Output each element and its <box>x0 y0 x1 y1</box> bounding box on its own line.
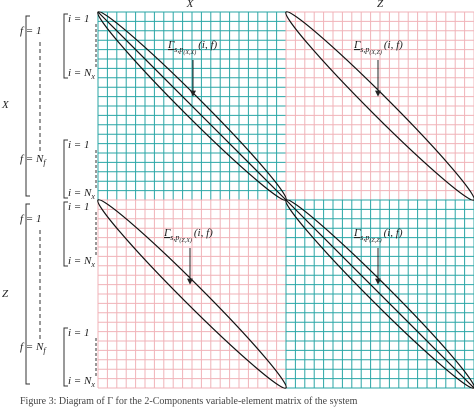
label-main: i = N <box>68 187 92 199</box>
subsubscript: (Z,X) <box>179 237 192 244</box>
subsubscript: (Z,Z) <box>369 237 381 244</box>
overlay: Γs,p(X,X)(i, f) Γs,p(X,Z)(i, f)Γs,p(Z,X)(… <box>97 11 474 389</box>
grid-block <box>285 199 474 389</box>
index-label: i = Nx <box>68 187 95 201</box>
inner-bracket <box>63 139 68 199</box>
symbol: Γ <box>167 39 175 51</box>
annotation: Γs,p(Z,X)(i, f) <box>163 227 213 244</box>
label-sub: x <box>90 380 95 389</box>
band-ellipse <box>97 199 287 389</box>
index-label: i = Nx <box>68 67 95 81</box>
index-label: i = 1 <box>68 13 89 25</box>
label-main: i = 1 <box>68 201 89 213</box>
index-label: i = 1 <box>68 201 89 213</box>
column-label: X <box>186 0 195 10</box>
grid-block <box>97 11 287 201</box>
index-label: f = 1 <box>20 213 41 225</box>
arguments: (i, f) <box>194 227 213 239</box>
arguments: (i, f) <box>198 39 217 51</box>
subscript: s,p <box>360 233 369 242</box>
label-sub: x <box>90 260 95 269</box>
row-label: X <box>1 99 10 111</box>
label-main: f = N <box>20 341 44 353</box>
inner-bracket <box>63 327 68 387</box>
index-label: f = 1 <box>20 25 41 37</box>
symbol: Γ <box>353 39 361 51</box>
label-main: f = 1 <box>20 25 41 37</box>
index-label: i = Nx <box>68 255 95 269</box>
index-label: i = Nx <box>68 375 95 389</box>
label-main: f = 1 <box>20 213 41 225</box>
subsubscript: (X,Z) <box>369 49 382 56</box>
grids <box>97 11 474 389</box>
annotation: Γs,p(Z,Z)(i, f) <box>353 227 403 244</box>
outer-bracket <box>25 203 30 385</box>
label-sub: f <box>43 346 47 355</box>
label-main: i = 1 <box>68 327 89 339</box>
inner-bracket <box>63 13 68 79</box>
diagonal <box>97 11 287 201</box>
annotation: Γs,p(X,X)(i, f) <box>167 39 217 56</box>
index-label: f = Nf <box>20 153 47 167</box>
label-sub: x <box>90 192 95 201</box>
label-main: f = N <box>20 153 44 165</box>
label-main: i = N <box>68 375 92 387</box>
symbol: Γ <box>353 227 361 239</box>
inner-bracket <box>63 201 68 267</box>
arguments: (i, f) <box>384 227 403 239</box>
row-label: Z <box>2 288 9 300</box>
subscript: s,p <box>360 45 369 54</box>
diagonal <box>285 199 474 389</box>
label-main: i = 1 <box>68 139 89 151</box>
subscript: s,p <box>174 45 183 54</box>
subscript: s,p <box>170 233 179 242</box>
caption: Figure 3: Diagram of Γ for the 2-Compone… <box>20 396 358 407</box>
grid-block <box>97 199 287 389</box>
index-label: f = Nf <box>20 341 47 355</box>
symbol: Γ <box>163 227 171 239</box>
label-main: i = 1 <box>68 13 89 25</box>
label-main: i = N <box>68 67 92 79</box>
label-sub: f <box>43 158 47 167</box>
index-label: i = 1 <box>68 139 89 151</box>
label-main: i = N <box>68 255 92 267</box>
column-label: Z <box>377 0 384 10</box>
annotation: Γs,p(X,Z)(i, f) <box>353 39 403 56</box>
label-sub: x <box>90 72 95 81</box>
subsubscript: (X,X) <box>183 49 196 56</box>
arguments: (i, f) <box>384 39 403 51</box>
outer-bracket <box>25 15 30 197</box>
grid-block <box>285 11 474 201</box>
index-label: i = 1 <box>68 327 89 339</box>
